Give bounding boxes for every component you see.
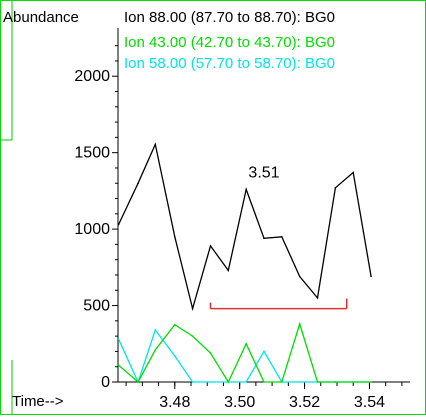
series-point xyxy=(173,355,176,357)
x-tick-label: 3.54 xyxy=(354,394,385,411)
series-point xyxy=(209,352,212,354)
series-point xyxy=(245,342,247,345)
series-point xyxy=(154,349,157,351)
series-point xyxy=(298,323,301,325)
y-tick-label: 1500 xyxy=(74,145,110,162)
series-point xyxy=(227,269,230,272)
series-point xyxy=(137,381,139,383)
series-point xyxy=(191,307,194,310)
series-point xyxy=(263,381,265,383)
x-tick-label: 3.52 xyxy=(289,394,320,411)
legend-entry-ion-58: Ion 58.00 (57.70 to 58.70): BG0 xyxy=(124,55,335,72)
x-tick-label: 3.50 xyxy=(224,394,255,411)
series-point xyxy=(173,323,176,326)
x-tick-label: 3.48 xyxy=(159,394,190,411)
series-point xyxy=(227,381,230,383)
legend-entry-ion-43: Ion 43.00 (42.70 to 43.70): BG0 xyxy=(124,34,335,51)
series-point xyxy=(298,275,301,278)
series-point xyxy=(316,297,319,299)
series-point xyxy=(154,143,157,146)
series-point xyxy=(117,364,120,366)
series-point xyxy=(191,335,194,337)
series-point xyxy=(117,338,120,340)
series-point xyxy=(137,182,139,185)
x-axis-label: Time--> xyxy=(12,393,64,410)
axes-group: 0 500 1000 1500 2000 3.48 3.50 3.52 3.54 xyxy=(74,28,410,411)
y-tick-label: 2000 xyxy=(74,68,110,85)
series-layer xyxy=(117,142,372,384)
peak-retention-time-label: 3.51 xyxy=(248,164,279,181)
series-point xyxy=(281,381,283,383)
series-point xyxy=(245,381,247,383)
y-tick-label: 1000 xyxy=(74,221,110,238)
series-point xyxy=(370,381,372,383)
series-point xyxy=(263,237,265,240)
y-tick-label: 500 xyxy=(83,298,110,315)
series-point xyxy=(298,381,301,383)
y-axis-label: Abundance xyxy=(3,9,79,26)
series-point xyxy=(209,245,212,247)
series-point xyxy=(209,381,212,383)
series-point xyxy=(352,381,355,383)
series-point xyxy=(370,275,372,278)
series-point xyxy=(117,223,120,226)
series-point xyxy=(316,381,319,383)
series-point xyxy=(191,381,194,383)
legend-entry-ion-88: Ion 88.00 (87.70 to 88.70): BG0 xyxy=(124,9,335,26)
y-tick-label: 0 xyxy=(101,374,110,391)
series-line-2 xyxy=(118,328,372,384)
series-point xyxy=(352,171,355,174)
series-point xyxy=(173,235,176,238)
series-point xyxy=(154,329,157,331)
series-point xyxy=(245,188,247,191)
series-point xyxy=(263,350,265,353)
series-point xyxy=(334,381,337,383)
series-line-0 xyxy=(118,142,372,312)
series-point xyxy=(334,187,337,189)
series-point xyxy=(281,235,283,238)
